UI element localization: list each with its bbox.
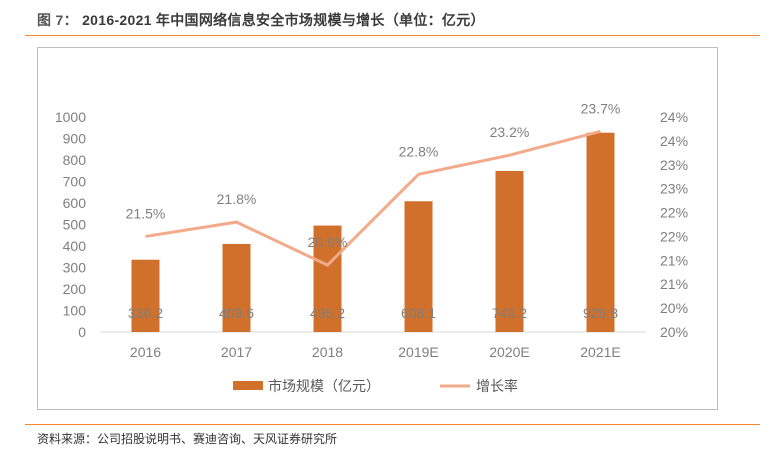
left-axis-tick: 200 [63,281,87,297]
right-axis-tick: 23% [660,157,688,173]
line-label: 22.8% [399,143,439,159]
source-note: 资料来源：公司招股说明书、赛迪咨询、天风证券研究所 [37,432,338,446]
growth-line [145,129,601,267]
bar [131,259,160,332]
left-axis-tick: 900 [63,131,87,147]
right-axis-tick: 21% [660,252,688,268]
x-axis-tick: 2017 [221,344,252,360]
bar-label: 608.1 [401,305,436,321]
left-axis-tick: 300 [63,260,87,276]
left-axis-tick: 700 [63,174,87,190]
x-axis-tick: 2020E [489,344,529,360]
bar-label: 749.2 [492,305,527,321]
bar [404,201,433,332]
bar [222,243,251,332]
figure-title-text: 2016-2021 年中国网络信息安全市场规模与增长（单位：亿元） [82,12,485,28]
figure-number: 图 7： [37,12,78,28]
right-axis-tick: 22% [660,205,688,221]
right-axis-tick: 20% [660,324,688,340]
legend-line-label: 增长率 [476,378,518,394]
line-label: 23.7% [581,100,621,116]
x-axis-tick: 2018 [312,344,343,360]
bar-label: 409.6 [219,305,254,321]
bar [313,225,342,332]
chart-frame [37,47,718,410]
bar [586,132,615,332]
right-axis-tick: 23% [660,181,688,197]
bar-label: 926.8 [583,305,618,321]
right-axis-tick: 22% [660,228,688,244]
line-label: 21.5% [126,205,166,221]
x-axis-tick: 2016 [130,344,161,360]
figure-title: 图 7： 2016-2021 年中国网络信息安全市场规模与增长（单位：亿元） [37,10,485,30]
right-axis-tick: 21% [660,276,688,292]
left-axis-tick: 400 [63,238,87,254]
bottom-divider [25,424,760,425]
legend-bar-swatch [233,381,263,390]
left-axis-tick: 1000 [55,109,86,125]
left-axis-tick: 500 [63,217,87,233]
left-axis-tick: 100 [63,303,87,319]
right-axis-tick: 24% [660,109,688,125]
bar-label: 336.2 [128,305,163,321]
right-axis-tick: 20% [660,300,688,316]
left-axis-tick: 600 [63,195,87,211]
bar-label: 495.2 [310,305,345,321]
line-label: 20.9% [308,234,348,250]
x-axis-tick: 2021E [580,344,620,360]
line-label: 21.8% [217,191,257,207]
bar [495,170,524,332]
x-axis-tick: 2019E [398,344,438,360]
top-divider [25,35,760,36]
right-axis-tick: 24% [660,133,688,149]
legend-bar-label: 市场规模（亿元） [268,378,380,394]
left-axis-tick: 0 [78,324,86,340]
line-label: 23.2% [490,124,530,140]
left-axis-tick: 800 [63,152,87,168]
